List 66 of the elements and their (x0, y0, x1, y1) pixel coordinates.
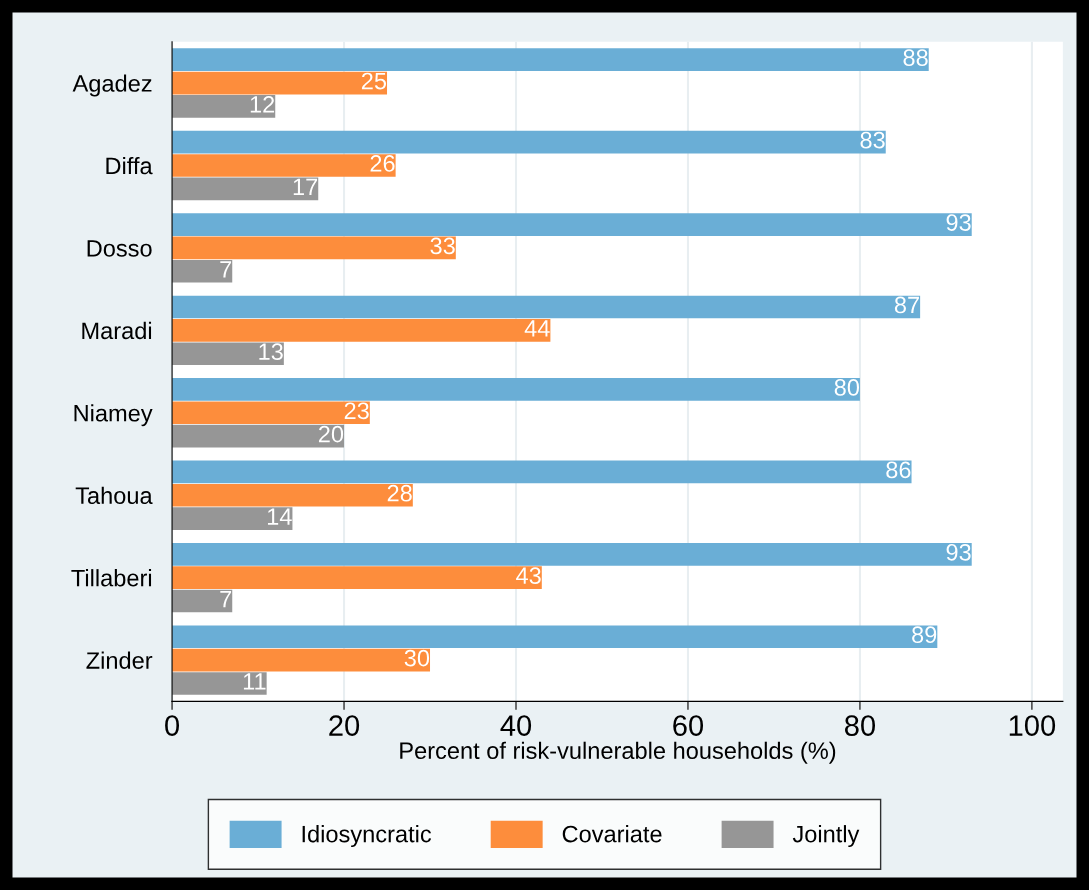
x-tick-label: 80 (844, 715, 876, 736)
bar (172, 95, 276, 118)
bar (172, 213, 972, 236)
data-label: 14 (267, 508, 292, 525)
y-tick-label: Agadez (72, 74, 152, 97)
legend-label: Idiosyncratic (302, 825, 432, 848)
bar (172, 542, 972, 566)
y-tick-label: Zinder (86, 651, 153, 669)
legend-label: Covariate (562, 825, 662, 843)
data-label: 28 (387, 484, 412, 502)
bar (172, 295, 921, 319)
bar (172, 401, 370, 425)
y-tick-label: Tahoua (75, 486, 153, 505)
data-label: 7 (220, 261, 232, 278)
y-tick-label: Diffa (106, 156, 153, 175)
bar (172, 424, 345, 448)
bar (172, 589, 233, 613)
data-label: 26 (370, 155, 395, 172)
bar (172, 648, 431, 672)
bar (172, 483, 413, 507)
data-label: 23 (344, 402, 369, 420)
x-tick-label: 0 (165, 715, 180, 736)
data-label: 93 (946, 543, 971, 561)
bar (172, 672, 267, 695)
data-label: 88 (903, 49, 928, 67)
bar (172, 259, 233, 283)
x-tick-label: 20 (329, 715, 360, 736)
bar (172, 71, 388, 95)
data-label: 30 (404, 649, 430, 667)
data-label: 33 (430, 237, 455, 255)
x-axis-title: Percent of risk-vulnerable households (%) (400, 741, 836, 764)
data-label: 80 (834, 379, 860, 396)
data-label: 43 (516, 567, 541, 584)
bar (172, 378, 860, 401)
data-label: 25 (361, 72, 387, 90)
bar (172, 566, 542, 589)
data-label: 12 (250, 96, 275, 113)
bar (172, 319, 551, 342)
data-label: 13 (259, 343, 283, 361)
data-label: 89 (912, 626, 937, 644)
data-label: 86 (886, 461, 911, 479)
bar (172, 236, 456, 260)
y-tick-label: Tillaberi (71, 569, 152, 587)
data-label: 7 (220, 590, 232, 608)
x-tick-label: 40 (500, 715, 532, 736)
bar (172, 177, 319, 201)
y-tick-label: Maradi (82, 321, 152, 340)
bar (172, 342, 284, 366)
y-tick-label: Dosso (87, 240, 152, 257)
data-label: 11 (243, 673, 266, 690)
bar (172, 154, 396, 177)
bar (172, 625, 938, 649)
bar (172, 130, 886, 154)
data-label: 87 (894, 296, 919, 314)
bar (172, 48, 929, 72)
x-tick-label: 60 (673, 715, 704, 736)
x-tick-label: 100 (1009, 715, 1056, 736)
bar (172, 460, 912, 484)
bar (172, 507, 293, 530)
legend-label: Jointly (792, 825, 860, 848)
data-label: 17 (293, 178, 318, 195)
data-label: 44 (524, 320, 550, 337)
y-tick-label: Niamey (74, 404, 153, 427)
data-label: 93 (946, 214, 971, 231)
data-label: 20 (318, 425, 344, 443)
data-label: 83 (860, 131, 885, 149)
